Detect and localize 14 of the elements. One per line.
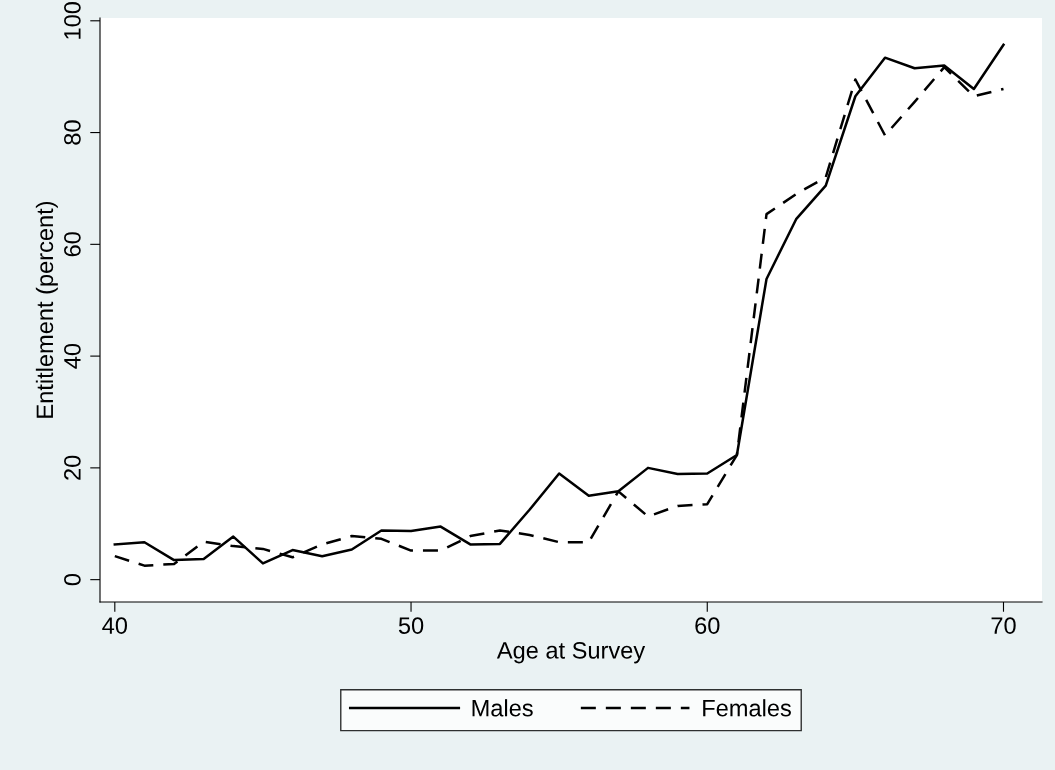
x-axis-title: Age at Survey [496, 641, 646, 664]
x-tick-label: 60 [695, 617, 720, 634]
y-tick-label: 20 [64, 455, 81, 480]
y-tick-label: 0 [64, 574, 81, 586]
x-tick-label: 50 [398, 617, 424, 634]
x-tick-label: 70 [991, 617, 1016, 634]
legend-label: Males [472, 699, 533, 717]
y-axis-title: Entitlement (percent) [35, 201, 58, 418]
legend-label: Females [703, 699, 791, 717]
y-tick-label: 60 [64, 232, 81, 257]
x-tick-label: 40 [102, 617, 128, 634]
y-tick-label: 80 [64, 120, 81, 145]
y-tick-label: 40 [64, 343, 81, 369]
y-tick-label: 100 [64, 2, 81, 39]
